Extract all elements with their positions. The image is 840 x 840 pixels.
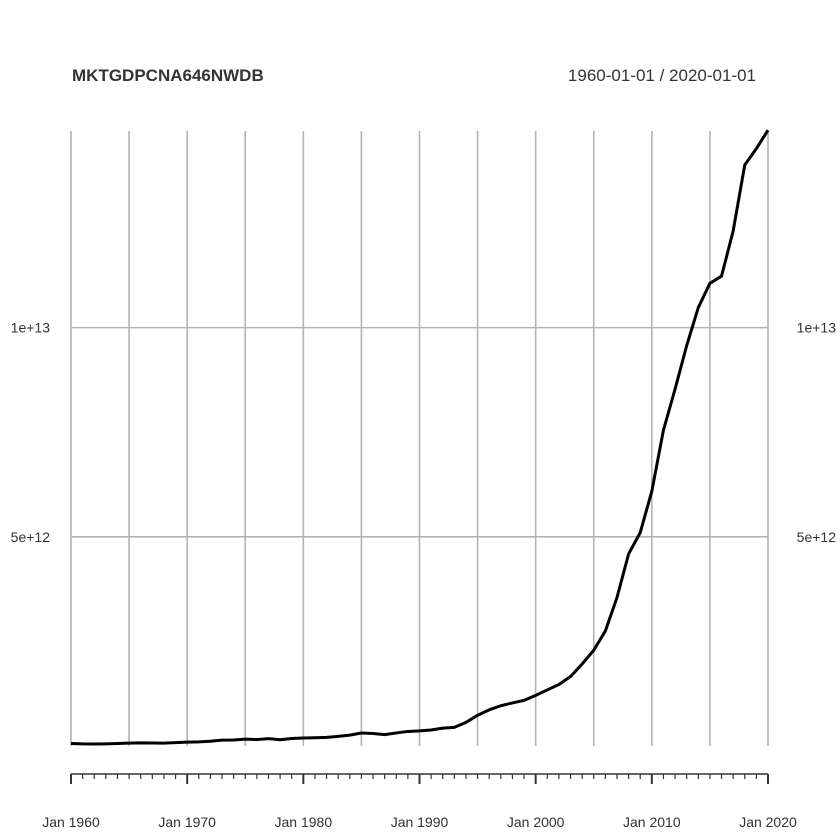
x-axis: Jan 1960 Jan 1970 Jan 1980 Jan 1990 Jan 2000… (42, 773, 797, 830)
y-tick-label-left: 5e+12 (11, 529, 51, 545)
y-axis-labels: 5e+12 5e+12 1e+13 1e+13 (11, 320, 837, 545)
y-tick-label-right: 5e+12 (797, 529, 837, 545)
date-range-label: 1960-01-01 / 2020-01-01 (567, 66, 756, 85)
y-tick-label-right: 1e+13 (797, 320, 837, 336)
y-tick-label-left: 1e+13 (11, 320, 51, 336)
x-tick-label: Jan 1970 (158, 814, 216, 830)
x-tick-label: Jan 1960 (42, 814, 100, 830)
series-line (70, 129, 770, 746)
x-tick-label: Jan 1990 (391, 814, 449, 830)
grid-layer (70, 131, 769, 746)
x-tick-label: Jan 2000 (507, 814, 565, 830)
series-layer (70, 129, 770, 746)
x-tick-label: Jan 2010 (623, 814, 681, 830)
x-tick-label: Jan 2020 (739, 814, 797, 830)
x-tick-label: Jan 1980 (275, 814, 333, 830)
chart-title: MKTGDPCNA646NWDB (72, 66, 264, 85)
